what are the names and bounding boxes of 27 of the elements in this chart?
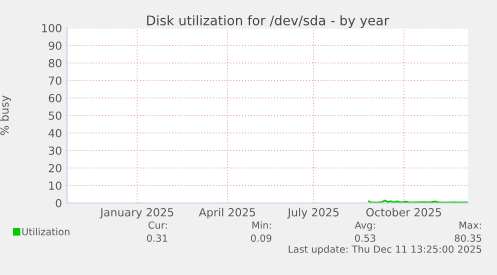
x-tick-label: January 2025 <box>100 208 174 219</box>
text: Cur: <box>148 221 167 229</box>
y-tick-label: 90 <box>48 41 62 50</box>
text: 0.31 <box>146 234 168 242</box>
y-tick-label: 70 <box>48 76 62 85</box>
chart-title: Disk utilization for /dev/sda - by year <box>147 15 390 28</box>
text: 0.09 <box>250 234 272 242</box>
x-tick-label: April 2025 <box>198 208 256 219</box>
y-tick-label: 50 <box>48 111 62 120</box>
y-tick-label: 10 <box>49 181 62 190</box>
legend-label: Utilization <box>22 228 70 236</box>
text: 80.35 <box>454 234 482 242</box>
y-tick-label: 30 <box>48 146 62 155</box>
y-tick-label: 40 <box>48 128 62 138</box>
text: Min: <box>252 221 271 229</box>
text: Last update: Thu Dec 11 13:25:00 2025 <box>288 245 482 255</box>
y-tick-label: 100 <box>42 24 62 32</box>
y-tick-label: 0 <box>56 198 62 208</box>
y-tick-label: 80 <box>48 58 62 68</box>
x-tick-label: October 2025 <box>366 208 442 216</box>
y-tick-label: 60 <box>48 94 62 102</box>
y-tick-label: 20 <box>48 164 62 172</box>
text: 0.53 <box>354 234 376 242</box>
text: Max: <box>460 222 481 229</box>
x-tick-label: July 2025 <box>287 208 339 219</box>
y-axis-title: % busy <box>0 96 11 136</box>
text: Avg: <box>354 222 375 231</box>
